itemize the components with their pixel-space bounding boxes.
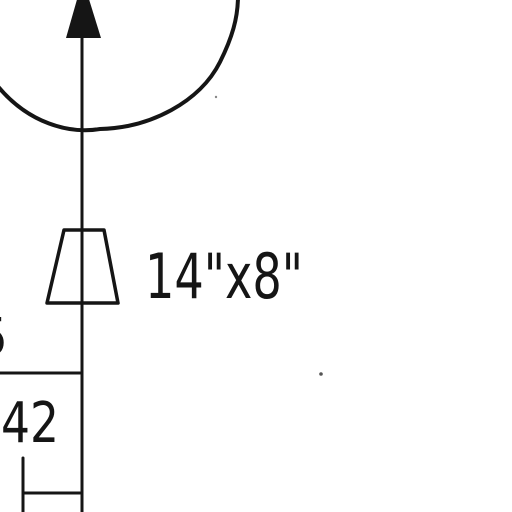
cell-value: 42 — [1, 391, 59, 456]
speck-2 — [214, 95, 218, 99]
flow-arrowhead — [66, 0, 101, 38]
speck-1 — [319, 372, 323, 376]
reducer-fitting — [45, 228, 120, 305]
cropped-cell-glyph: 5 — [0, 308, 8, 368]
circle-outline — [0, 0, 240, 133]
reducer-size-label: 14"x8" — [145, 240, 303, 313]
